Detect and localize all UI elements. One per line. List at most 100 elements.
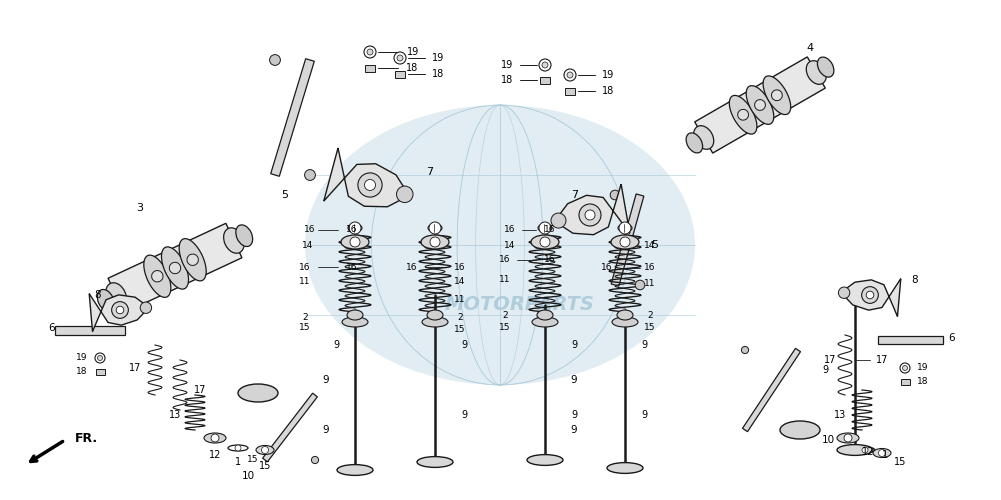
Circle shape: [862, 447, 868, 453]
Bar: [743, 348, 801, 432]
Text: 1: 1: [235, 457, 241, 467]
Bar: [878, 336, 943, 344]
Ellipse shape: [422, 317, 448, 327]
Circle shape: [269, 54, 280, 66]
Text: 16: 16: [454, 262, 465, 272]
Ellipse shape: [806, 60, 826, 84]
Text: 13: 13: [169, 410, 181, 420]
Text: 18: 18: [431, 69, 444, 79]
Text: 9: 9: [571, 425, 578, 435]
Ellipse shape: [780, 421, 820, 439]
Ellipse shape: [348, 224, 362, 232]
Circle shape: [364, 180, 375, 190]
Ellipse shape: [612, 317, 638, 327]
Ellipse shape: [421, 235, 449, 249]
Ellipse shape: [537, 310, 553, 320]
Circle shape: [396, 186, 413, 202]
Text: FR.: FR.: [75, 432, 98, 444]
Circle shape: [879, 450, 886, 456]
Ellipse shape: [204, 433, 226, 443]
Bar: [612, 194, 644, 286]
Text: 15: 15: [499, 324, 511, 332]
Ellipse shape: [97, 290, 114, 311]
Circle shape: [564, 69, 576, 81]
Circle shape: [211, 434, 219, 442]
Ellipse shape: [837, 433, 859, 443]
Text: 18: 18: [76, 368, 88, 376]
Text: 5: 5: [652, 240, 659, 250]
Circle shape: [140, 302, 151, 314]
Ellipse shape: [305, 105, 695, 385]
Text: 7: 7: [572, 190, 579, 200]
Circle shape: [567, 72, 573, 78]
Polygon shape: [695, 57, 825, 153]
Circle shape: [620, 237, 630, 247]
Text: MOTORPARTS: MOTORPARTS: [445, 296, 595, 314]
Text: 17: 17: [129, 363, 141, 373]
Bar: [540, 76, 550, 84]
Text: 17: 17: [824, 355, 836, 365]
Text: 18: 18: [917, 378, 929, 386]
Circle shape: [539, 222, 551, 234]
Bar: [365, 64, 375, 71]
Circle shape: [112, 302, 128, 318]
Text: 9: 9: [322, 375, 329, 385]
Text: 14: 14: [645, 240, 656, 250]
Ellipse shape: [617, 310, 633, 320]
Circle shape: [311, 456, 318, 464]
Ellipse shape: [347, 310, 363, 320]
Text: 18: 18: [602, 86, 615, 96]
Text: 19: 19: [602, 70, 615, 80]
Text: 9: 9: [333, 340, 339, 350]
Circle shape: [350, 237, 360, 247]
Ellipse shape: [161, 247, 188, 289]
Ellipse shape: [738, 110, 749, 120]
Circle shape: [116, 306, 124, 314]
Circle shape: [430, 237, 440, 247]
Text: 15: 15: [259, 461, 271, 471]
Text: 9: 9: [571, 410, 577, 420]
Text: 8: 8: [95, 290, 101, 300]
Ellipse shape: [169, 262, 181, 274]
Text: 14: 14: [454, 278, 465, 286]
Circle shape: [866, 291, 874, 299]
Circle shape: [579, 204, 601, 226]
Text: 5: 5: [281, 190, 288, 200]
Ellipse shape: [223, 228, 244, 253]
Bar: [901, 379, 910, 385]
Text: 12: 12: [209, 450, 221, 460]
Text: 4: 4: [807, 43, 814, 53]
Ellipse shape: [531, 235, 559, 249]
Bar: [395, 70, 405, 78]
Text: 9: 9: [460, 410, 467, 420]
Text: 2: 2: [457, 312, 462, 322]
Text: 3: 3: [136, 203, 143, 213]
Text: 17: 17: [194, 385, 206, 395]
Text: 14: 14: [302, 240, 313, 250]
Circle shape: [261, 392, 268, 398]
Ellipse shape: [686, 133, 703, 153]
Text: 18: 18: [405, 63, 418, 73]
Circle shape: [839, 287, 850, 298]
Text: 15: 15: [299, 324, 310, 332]
Text: 14: 14: [505, 240, 516, 250]
Text: 9: 9: [322, 425, 329, 435]
Ellipse shape: [618, 224, 632, 232]
Text: 19: 19: [500, 60, 514, 70]
Polygon shape: [89, 294, 149, 332]
Ellipse shape: [342, 317, 368, 327]
Circle shape: [742, 346, 749, 354]
Circle shape: [795, 426, 802, 434]
Ellipse shape: [527, 454, 563, 466]
Ellipse shape: [144, 255, 171, 298]
Ellipse shape: [179, 238, 206, 281]
Text: 9: 9: [641, 340, 647, 350]
Text: 19: 19: [431, 53, 444, 63]
Text: 19: 19: [917, 364, 929, 372]
Text: 1: 1: [882, 450, 888, 460]
Text: 6: 6: [949, 333, 955, 343]
Text: 16: 16: [346, 226, 357, 234]
Text: 15: 15: [454, 326, 465, 334]
Text: 16: 16: [499, 256, 511, 264]
Ellipse shape: [532, 317, 558, 327]
